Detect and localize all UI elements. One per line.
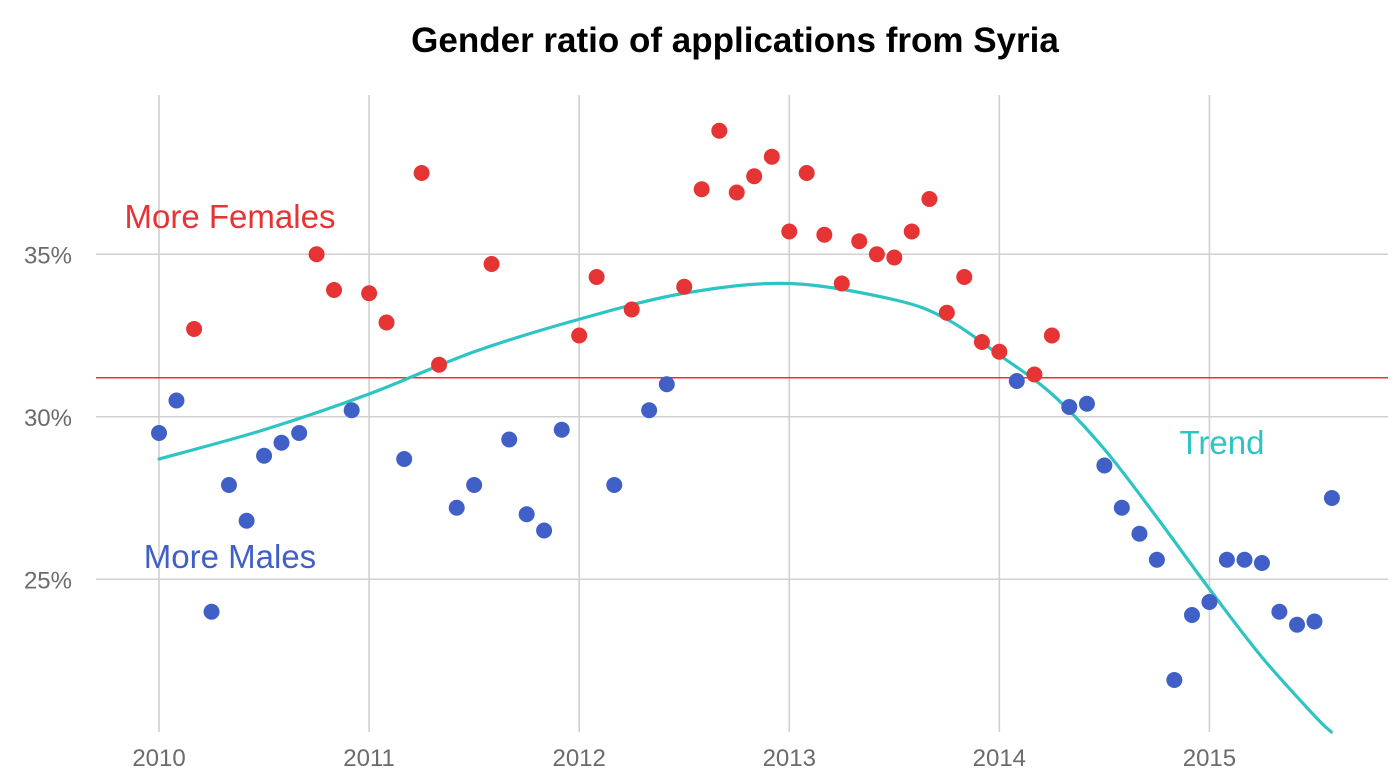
data-point-more-males [1078,395,1095,412]
trend-annotation: Trend [1180,424,1265,461]
grid-lines [96,95,1388,732]
data-point-more-males [1008,373,1025,389]
data-point-more-males [448,499,465,516]
data-point-more-males [536,522,553,539]
data-point-more-males [501,431,518,448]
data-point-more-females [903,223,920,240]
data-point-more-males [1236,551,1253,568]
data-point-more-males [1148,551,1165,568]
data-point-more-males [203,603,220,620]
data-point-more-males [1131,525,1148,542]
data-point-more-males [518,506,535,523]
data-point-more-females [956,269,973,285]
data-point-more-females [886,249,903,266]
y-tick-label: 35% [24,242,72,269]
data-point-more-females [1026,366,1043,383]
data-point-more-males [1183,607,1200,623]
data-point-more-males [1061,399,1078,415]
data-point-more-males [220,477,237,493]
x-tick-label: 2014 [973,745,1026,772]
data-point-more-females [851,233,868,250]
x-tick-label: 2011 [343,745,395,772]
x-tick-label: 2012 [552,745,605,772]
data-point-more-males [1306,613,1323,630]
y-tick-label: 30% [24,405,72,432]
data-point-more-males [606,477,623,493]
data-point-more-males [641,402,658,419]
data-point-more-males [658,376,675,393]
data-point-more-females [1043,327,1060,344]
axis-tick-labels: 2010 2011 2012 2013 2014 2015 25% 30% 35% [24,242,1236,772]
data-point-more-males [1166,672,1183,688]
data-point-more-males [553,421,570,438]
data-point-more-males [238,512,255,529]
more-females-annotation: More Females [125,198,336,235]
data-point-more-males [151,425,168,441]
data-point-more-males [256,447,273,464]
x-tick-label: 2010 [132,745,185,772]
data-point-more-females [711,122,728,139]
data-point-more-females [571,327,588,344]
data-point-more-females [763,148,780,165]
data-points-layer [151,122,1340,688]
chart-title: Gender ratio of applications from Syria [411,21,1059,60]
data-point-more-males [1113,499,1130,516]
data-point-more-females [326,282,343,298]
data-point-more-females [186,321,203,337]
data-point-more-males [1289,616,1306,633]
data-point-more-females [921,191,938,207]
data-point-more-males [1253,555,1270,571]
data-point-more-females [588,269,605,285]
data-point-more-males [168,392,185,409]
data-point-more-males [466,477,483,493]
data-point-more-females [483,256,500,272]
data-point-more-females [308,246,325,263]
data-point-more-females [833,275,850,292]
more-males-annotation: More Males [144,538,316,575]
data-point-more-males [1323,490,1340,506]
data-point-more-females [746,168,763,185]
data-point-more-males [1201,594,1218,610]
data-point-more-females [623,301,640,318]
data-point-more-females [973,334,990,350]
data-point-more-females [693,181,710,198]
data-point-more-females [991,343,1008,360]
data-point-more-females [868,246,885,263]
data-point-more-females [378,314,395,331]
trend-line-layer [157,281,1333,734]
data-point-more-females [361,285,378,302]
data-point-more-females [676,278,693,295]
data-point-more-females [431,356,448,373]
data-point-more-females [728,184,745,201]
data-point-more-males [343,402,360,419]
x-tick-label: 2015 [1183,745,1236,772]
data-point-more-males [1218,551,1235,568]
trend-line [157,281,1333,734]
data-point-more-males [1096,457,1113,474]
data-point-more-females [938,304,955,321]
y-tick-label: 25% [24,567,72,594]
data-point-more-males [291,425,308,441]
data-point-more-females [816,226,833,243]
data-point-more-females [413,165,430,181]
data-point-more-males [1271,603,1288,620]
data-point-more-males [396,451,413,467]
data-point-more-females [781,223,798,240]
data-point-more-males [273,434,290,451]
data-point-more-females [798,165,815,181]
x-tick-label: 2013 [763,745,816,772]
